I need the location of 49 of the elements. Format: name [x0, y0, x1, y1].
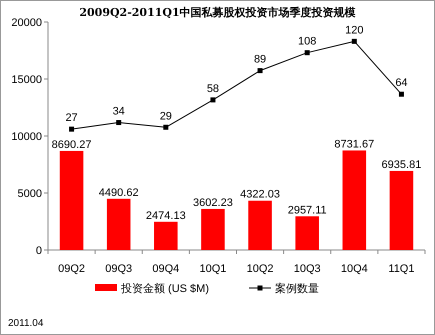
data-label: 4322.03 — [240, 188, 280, 201]
x-tick-label: 10Q3 — [294, 263, 321, 275]
point — [69, 126, 74, 132]
point — [210, 97, 216, 102]
data-label: 2957.11 — [288, 204, 327, 216]
data-label: 64 — [395, 77, 408, 90]
data-label: 6935.81 — [382, 158, 422, 171]
bar — [106, 198, 130, 250]
bar — [154, 222, 178, 250]
x-tick-label: 09Q3 — [105, 263, 132, 275]
x-tick-label: 10Q1 — [199, 263, 226, 275]
y-tick-label: 10000 — [11, 131, 42, 143]
point — [258, 68, 263, 74]
legend-label: 投资金额 (US $M) — [120, 282, 209, 295]
y-tick-label: 5000 — [18, 188, 42, 200]
point — [116, 120, 122, 126]
text: 2011.04 — [8, 318, 44, 329]
bar — [390, 170, 414, 250]
point — [163, 124, 168, 130]
data-label: 8731.67 — [334, 138, 374, 150]
data-label: 4490.62 — [98, 186, 139, 199]
bar — [295, 216, 319, 250]
x-tick-label: 10Q2 — [246, 263, 274, 275]
bar — [248, 200, 272, 250]
point — [304, 50, 310, 56]
point — [398, 92, 404, 97]
data-label: 29 — [160, 110, 172, 122]
bar — [201, 208, 225, 250]
data-label: 89 — [254, 54, 266, 66]
legend-label: 案例数量 — [275, 282, 319, 295]
data-label: 27 — [65, 112, 78, 124]
data-label: 3602.23 — [193, 196, 233, 209]
data-label: 120 — [345, 24, 364, 36]
x-tick-label: 09Q2 — [58, 263, 86, 275]
x-tick-label: 10Q4 — [340, 263, 368, 275]
bar — [342, 150, 366, 250]
x-tick-label: 09Q4 — [152, 263, 180, 275]
data-label: 2474.13 — [146, 210, 186, 222]
y-tick-label: 15000 — [11, 74, 42, 86]
bar — [60, 150, 84, 250]
data-label: 58 — [206, 82, 220, 95]
data-label: 8690.27 — [52, 138, 92, 151]
y-tick-label: 0 — [36, 245, 42, 257]
point — [352, 38, 357, 44]
x-tick-label: 11Q1 — [388, 263, 414, 275]
data-label: 108 — [298, 36, 316, 48]
chart-title: 2009Q2-2011Q1中国私募股权投资市场季度投资规模 — [79, 6, 357, 19]
data-label: 34 — [112, 106, 125, 118]
y-tick-label: 20000 — [11, 17, 42, 29]
